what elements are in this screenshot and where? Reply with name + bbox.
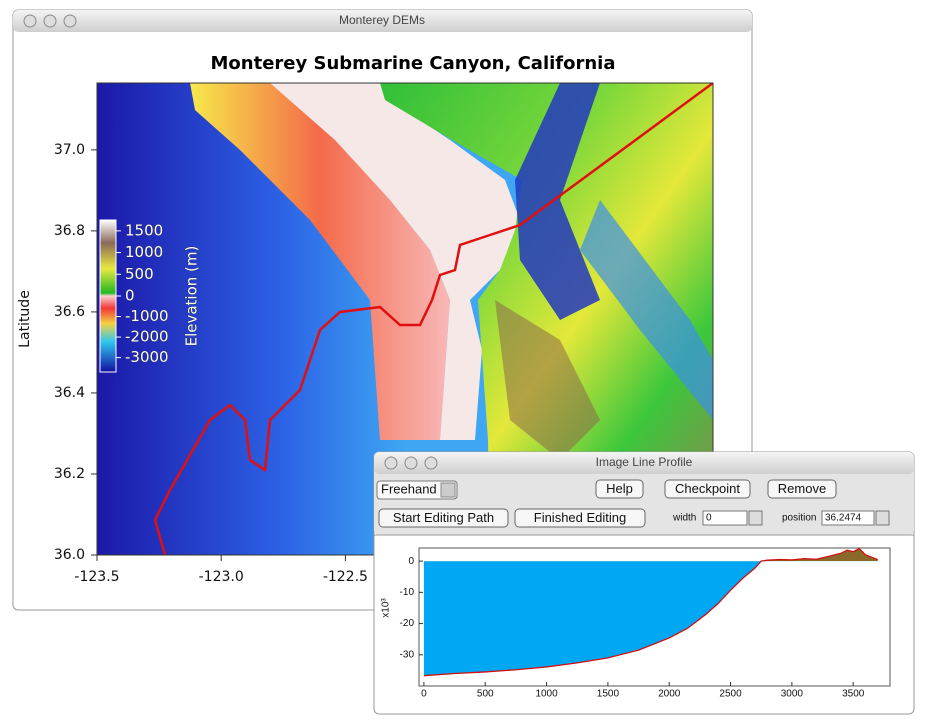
y-tick-label: 36.0 bbox=[54, 547, 85, 563]
x-tick-label: -123.5 bbox=[74, 569, 119, 585]
button[interactable] bbox=[514, 508, 646, 528]
close-button[interactable] bbox=[23, 14, 37, 28]
mode-select-text: Freehand bbox=[381, 481, 437, 496]
width-label: width bbox=[672, 513, 696, 524]
x-tick-label: 2500 bbox=[719, 689, 742, 700]
colorbar bbox=[99, 219, 117, 373]
position-input[interactable] bbox=[821, 510, 875, 526]
x-tick-label: 0 bbox=[421, 689, 427, 700]
y-axis-label: Latitude bbox=[17, 290, 33, 348]
window-title: Image Line Profile bbox=[596, 455, 693, 469]
button[interactable] bbox=[767, 479, 837, 499]
button-label: Checkpoint bbox=[675, 481, 740, 496]
elevation-map bbox=[97, 83, 713, 555]
y-tick-label: -10 bbox=[400, 587, 415, 598]
colorbar-tick-label: -2000 bbox=[125, 328, 169, 346]
profile-line bbox=[423, 547, 878, 677]
land bbox=[380, 83, 713, 555]
slope bbox=[190, 83, 450, 440]
colorbar-label: Elevation (m) bbox=[183, 246, 201, 347]
x-tick-label: 3500 bbox=[842, 689, 865, 700]
y-axis-label: x10³ bbox=[381, 598, 392, 618]
close-button[interactable] bbox=[384, 456, 398, 470]
title-bar bbox=[374, 452, 914, 474]
colorbar-tick-label: 500 bbox=[125, 265, 154, 283]
x-tick-label: 1500 bbox=[597, 689, 620, 700]
colorbar-tick-label: 1000 bbox=[125, 243, 163, 261]
width-input[interactable] bbox=[702, 510, 748, 526]
profile-path bbox=[153, 83, 713, 555]
chart-title: Monterey Submarine Canyon, California bbox=[211, 53, 616, 74]
y-tick-label: -30 bbox=[400, 649, 415, 660]
zoom-button[interactable] bbox=[424, 456, 438, 470]
y-tick-label: 36.2 bbox=[54, 466, 85, 482]
valley bbox=[580, 200, 713, 420]
select-arrow bbox=[440, 482, 456, 498]
width-spinner[interactable] bbox=[748, 510, 763, 526]
x-tick-label: 3000 bbox=[781, 689, 804, 700]
minimize-button[interactable] bbox=[43, 14, 57, 28]
zoom-button[interactable] bbox=[63, 14, 77, 28]
title-bar bbox=[13, 10, 752, 32]
plot-frame bbox=[418, 547, 891, 687]
x-tick-label: 2000 bbox=[658, 689, 681, 700]
y-tick-label: 0 bbox=[408, 556, 414, 567]
button-label: Start Editing Path bbox=[393, 510, 494, 525]
button[interactable] bbox=[664, 479, 751, 499]
x-tick-label: -122.5 bbox=[323, 569, 368, 585]
area-above bbox=[423, 548, 878, 562]
valley bbox=[515, 83, 600, 320]
window-title: Monterey DEMs bbox=[339, 13, 425, 27]
position-label: position bbox=[782, 513, 816, 524]
y-tick-label: 36.8 bbox=[54, 223, 85, 239]
y-tick-label: 36.6 bbox=[54, 304, 85, 320]
position-spinner[interactable] bbox=[875, 510, 890, 526]
y-tick-label: 37.0 bbox=[54, 142, 85, 158]
position-value: 36.2474 bbox=[825, 513, 862, 524]
buttons: Help Checkpoint Remove Start Editing Path Fi… bbox=[378, 479, 837, 528]
x-tick-label: 500 bbox=[477, 689, 494, 700]
colorbar-tick-label: 0 bbox=[125, 287, 135, 305]
button[interactable] bbox=[378, 508, 509, 528]
mode-select[interactable] bbox=[376, 480, 458, 500]
width-value: 0 bbox=[706, 513, 712, 524]
button-label: Finished Editing bbox=[534, 510, 627, 525]
colorbar-tick-label: -3000 bbox=[125, 348, 169, 366]
y-tick-label: -20 bbox=[400, 618, 415, 629]
button-label: Remove bbox=[778, 481, 826, 496]
y-tick-label: 36.4 bbox=[54, 385, 85, 401]
colorbar-tick-label: -1000 bbox=[125, 307, 169, 325]
mountains bbox=[495, 300, 600, 460]
button-label: Help bbox=[606, 481, 633, 496]
shelf bbox=[270, 83, 520, 440]
x-tick-label: 1000 bbox=[535, 689, 558, 700]
colorbar-tick-label: 1500 bbox=[125, 221, 163, 239]
minimize-button[interactable] bbox=[404, 456, 418, 470]
button[interactable] bbox=[595, 479, 644, 499]
x-tick-label: -123.0 bbox=[199, 569, 244, 585]
area-below bbox=[423, 561, 762, 676]
